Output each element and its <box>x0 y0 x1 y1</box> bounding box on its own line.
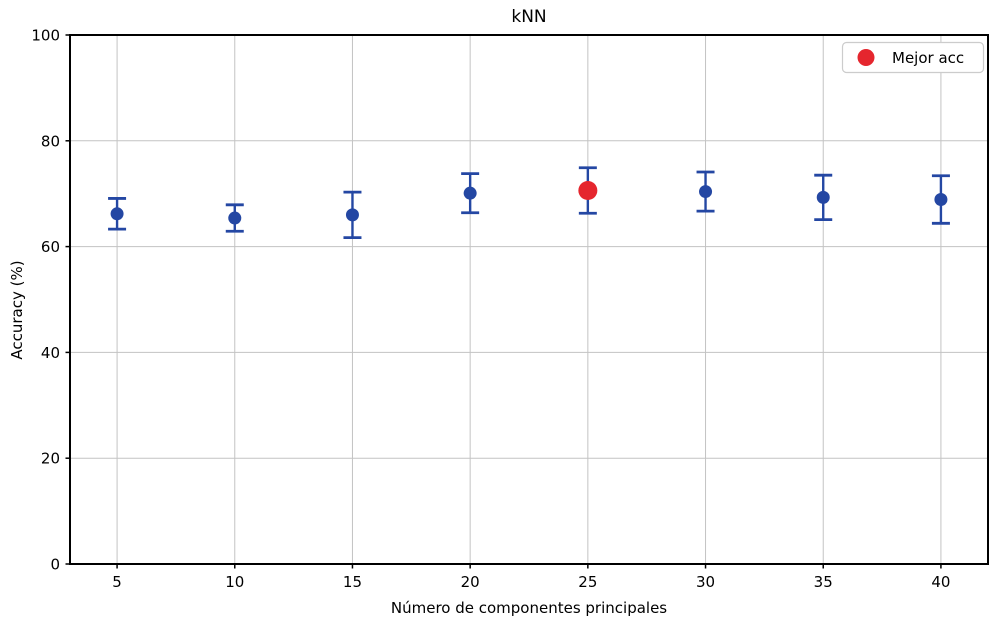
y-tick-label: 20 <box>41 450 60 468</box>
x-tick-label: 5 <box>112 573 122 591</box>
plot-area: 5 10 15 20 25 30 35 40 0 20 40 60 80 100 <box>31 27 989 591</box>
data-point <box>228 211 242 225</box>
legend-best-acc-marker <box>857 49 875 66</box>
y-axis-label: Accuracy (%) <box>8 260 26 359</box>
plot-border <box>69 34 989 565</box>
data-point <box>345 208 359 222</box>
plot-background <box>70 35 988 564</box>
x-tick-label: 20 <box>461 573 480 591</box>
data-point <box>699 185 713 199</box>
data-point <box>463 186 477 200</box>
x-axis-label: Número de componentes principales <box>391 599 667 617</box>
y-tick-label: 100 <box>31 27 60 45</box>
legend-box <box>841 41 985 74</box>
best-accuracy-point <box>578 181 598 201</box>
y-tick-label: 80 <box>41 132 60 150</box>
x-tick-label: 30 <box>696 573 715 591</box>
data-point <box>934 193 948 207</box>
data-point <box>110 207 124 221</box>
legend: Mejor acc <box>841 41 985 74</box>
data-point <box>816 190 830 204</box>
legend-label: Mejor acc <box>892 49 964 67</box>
y-tick-label: 60 <box>41 238 60 256</box>
x-tick-label: 35 <box>814 573 833 591</box>
x-tick-label: 40 <box>931 573 950 591</box>
x-tick-label: 10 <box>225 573 244 591</box>
x-tick-label: 25 <box>578 573 597 591</box>
x-tick-label: 15 <box>343 573 362 591</box>
chart-title: kNN <box>511 7 546 27</box>
y-tick-label: 0 <box>50 556 60 574</box>
y-tick-label: 40 <box>41 344 60 362</box>
